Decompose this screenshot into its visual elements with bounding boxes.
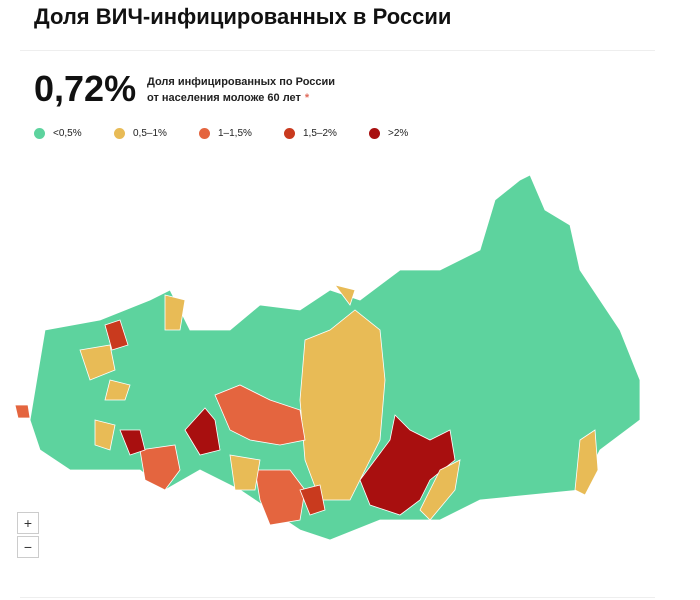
divider — [20, 50, 655, 51]
region — [139, 444, 181, 491]
region — [574, 429, 599, 496]
footnote-mark: * — [304, 92, 310, 104]
legend-item: >2% — [369, 128, 408, 139]
description: Доля инфицированных по России — [147, 76, 336, 88]
region — [119, 429, 146, 456]
legend-swatch — [114, 128, 125, 139]
legend-label: 1–1,5% — [218, 128, 252, 139]
zoom-in[interactable]: + — [17, 512, 39, 534]
divider — [20, 597, 655, 598]
region — [334, 284, 356, 306]
legend-label: >2% — [388, 128, 409, 139]
legend-swatch — [34, 128, 45, 139]
region — [254, 469, 306, 526]
region — [299, 309, 386, 501]
legend-item: 0,5–1% — [114, 128, 167, 139]
region — [79, 344, 116, 381]
legend-item: <0,5% — [34, 128, 82, 139]
legend-label: <0,5% — [53, 128, 82, 139]
zoom-out[interactable]: − — [17, 536, 39, 558]
region — [229, 454, 261, 491]
region — [299, 484, 326, 516]
region — [14, 404, 31, 419]
description: от населения моложе 60 лет * — [147, 92, 309, 104]
legend-item: 1,5–2% — [284, 128, 337, 139]
legend-swatch — [369, 128, 380, 139]
description: от населения моложе 60 лет — [147, 92, 301, 104]
region — [94, 419, 116, 451]
region — [184, 407, 221, 456]
legend-item: 1–1,5% — [199, 128, 252, 139]
title: Доля ВИЧ-инфицированных в России — [34, 4, 452, 29]
region — [164, 294, 186, 331]
region — [104, 379, 131, 401]
region — [214, 384, 306, 446]
legend-swatch — [199, 128, 210, 139]
legend-label: 1,5–2% — [303, 128, 337, 139]
total-value: 0,72% — [34, 68, 137, 109]
region — [104, 319, 129, 351]
legend-label: 0,5–1% — [133, 128, 167, 139]
region — [359, 414, 456, 516]
legend-swatch — [284, 128, 295, 139]
region — [419, 459, 461, 521]
